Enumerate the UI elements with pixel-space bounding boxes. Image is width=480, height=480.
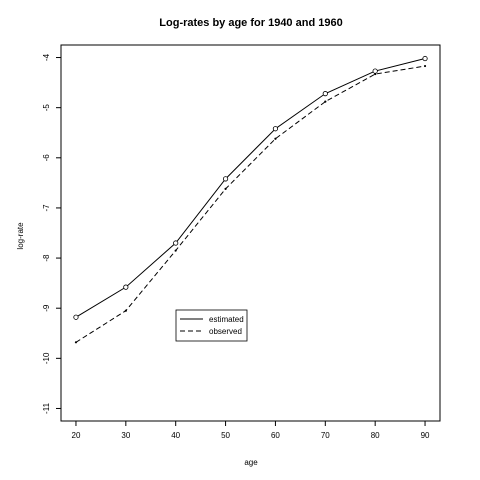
point-observed [224,187,227,190]
y-axis-label: log-rate [16,222,25,250]
x-tick-label: 40 [171,431,180,440]
y-tick-label: -7 [42,204,51,212]
point-observed [174,249,177,252]
legend-box [175,309,248,342]
y-tick-label: -5 [42,104,51,112]
x-axis: 20 30 40 50 60 70 80 90 [72,421,430,440]
x-tick-label: 70 [321,431,330,440]
y-tick-label: -9 [42,304,51,312]
point-observed [74,341,78,344]
point-observed [324,100,327,103]
y-tick-label: -8 [42,254,51,262]
point-estimated [372,68,378,74]
x-tick-label: 90 [421,431,430,440]
point-observed [423,64,427,68]
legend-label-observed: observed [209,327,242,336]
x-tick-label: 20 [72,431,81,440]
x-tick-label: 80 [371,431,380,440]
chart-title: Log-rates by age for 1940 and 1960 [159,17,342,29]
point-estimated [222,176,229,182]
y-tick-label: -10 [42,352,51,364]
legend: estimated observed [175,309,248,342]
y-axis: -4 -5 -6 -7 -8 -9 -10 -11 [42,53,61,414]
point-estimated [322,91,328,97]
point-observed [374,72,377,76]
x-tick-label: 30 [121,431,130,440]
point-estimated [173,240,179,246]
x-axis-label: age [244,458,258,467]
y-tick-label: -6 [42,154,51,162]
legend-label-estimated: estimated [209,315,244,324]
point-estimated [73,314,79,320]
point-estimated [123,284,129,290]
y-tick-label: -4 [42,53,51,61]
x-tick-label: 60 [271,431,280,440]
point-observed [124,309,127,312]
point-estimated [272,126,279,132]
plot-frame [60,44,441,422]
point-observed [274,137,277,140]
x-tick-label: 50 [221,431,230,440]
series-layer [73,55,428,344]
y-tick-label: -11 [42,402,51,414]
series-line-estimated [75,58,426,318]
series-line-observed [75,65,426,343]
point-estimated [422,55,428,62]
